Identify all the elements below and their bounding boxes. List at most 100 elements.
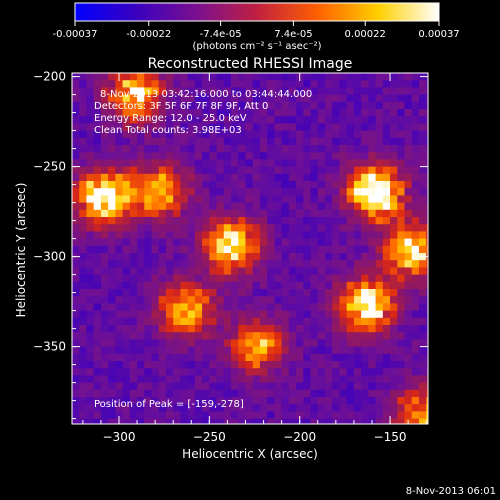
heatmap-cell [317,404,326,412]
heatmap-cell [122,325,131,333]
heatmap-cell [238,73,247,81]
heatmap-cell [115,260,124,268]
heatmap-cell [267,317,275,326]
heatmap-cell [296,145,304,153]
heatmap-cell [245,346,254,355]
heatmap-cell [368,137,377,146]
heatmap-cell [426,152,428,160]
heatmap-cell [368,267,377,276]
heatmap-cell [115,202,124,211]
heatmap-cell [202,123,210,132]
heatmap-cell [397,80,406,88]
heatmap-cell [361,101,369,110]
heatmap-cell [382,238,391,247]
heatmap-cell [382,188,391,196]
heatmap-cell [137,202,145,211]
heatmap-cell [173,346,182,355]
heatmap-cell [382,310,391,319]
heatmap-cell [216,152,225,160]
heatmap-cell [411,159,420,168]
heatmap-cell [382,116,391,124]
heatmap-cell [108,231,116,240]
heatmap-cell [231,346,239,355]
heatmap-cell [303,281,312,290]
heatmap-cell [375,224,384,232]
heatmap-cell [346,209,355,218]
heatmap-cell [173,231,182,240]
heatmap-cell [332,123,341,132]
heatmap-cell [151,281,160,290]
heatmap-cell [151,224,160,232]
heatmap-cell [252,209,261,218]
heatmap-cell [411,332,420,340]
heatmap-cell [231,231,239,240]
heatmap-cell [274,296,283,304]
heatmap-cell [361,166,369,175]
heatmap-cell [100,224,109,232]
heatmap-cell [324,145,333,153]
heatmap-cell [317,145,326,153]
heatmap-cell [79,411,88,420]
heatmap-cell [93,325,102,333]
y-tick-label: −350 [33,340,66,354]
heatmap-cell [165,404,174,412]
heatmap-cell [317,137,326,146]
heatmap-cell [252,116,261,124]
heatmap-cell [129,116,138,124]
heatmap-cell [259,145,268,153]
heatmap-cell [426,346,428,355]
heatmap-cell [346,281,355,290]
heatmap-cell [100,101,109,110]
heatmap-cell [303,195,312,204]
heatmap-cell [108,188,116,196]
heatmap-cell [259,166,268,175]
heatmap-cell [368,245,377,254]
heatmap-cell [274,404,283,412]
heatmap-cell [100,181,109,189]
heatmap-cell [252,152,261,160]
heatmap-cell [375,418,384,424]
heatmap-cell [187,73,196,81]
heatmap-cell [397,274,406,283]
heatmap-cell [223,325,232,333]
heatmap-cell [267,332,275,340]
heatmap-cell [259,195,268,204]
heatmap-cell [238,166,247,175]
heatmap-cell [86,317,95,326]
heatmap-cell [346,145,355,153]
heatmap-cell [368,166,377,175]
heatmap-cell [194,411,203,420]
heatmap-cell [375,145,384,153]
heatmap-cell [100,123,109,132]
heatmap-cell [158,361,167,369]
heatmap-cell [411,267,420,276]
heatmap-cell [86,339,95,348]
heatmap-cell [144,353,153,362]
heatmap-cell [310,267,319,276]
info-clean: Clean Total counts: 3.98E+03 [94,125,242,136]
heatmap-cell [238,80,247,88]
heatmap-cell [216,130,225,139]
heatmap-cell [93,389,102,398]
heatmap-cell [267,296,275,304]
heatmap-cell [404,181,413,189]
heatmap-cell [158,217,167,225]
heatmap-cell [418,289,427,297]
heatmap-cell [216,231,225,240]
heatmap-cell [332,245,341,254]
heatmap-cell [361,209,369,218]
heatmap-cell [411,303,420,312]
heatmap-cell [368,339,377,348]
heatmap-cell [418,368,427,376]
heatmap-cell [245,260,254,268]
heatmap-cell [353,281,362,290]
heatmap-cell [180,195,189,204]
heatmap-cell [296,397,304,405]
heatmap-cell [303,289,312,297]
heatmap-cell [288,137,297,146]
heatmap-cell [332,267,341,276]
heatmap-cell [353,389,362,398]
heatmap-cell [411,281,420,290]
heatmap-cell [245,80,254,88]
x-axis-label: Heliocentric X (arcsec) [182,447,318,461]
